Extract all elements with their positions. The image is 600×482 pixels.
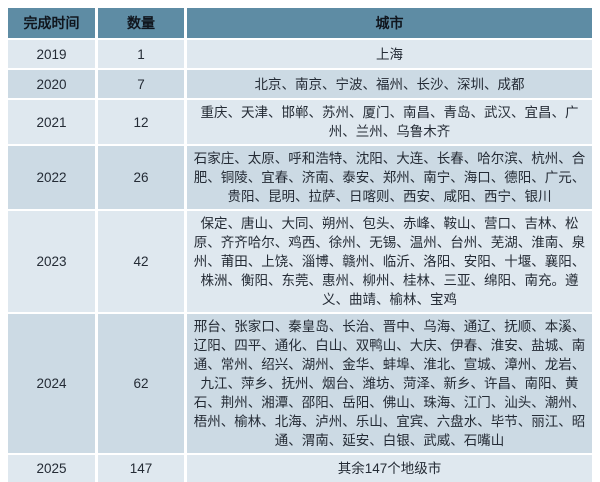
completion-schedule-table: 完成时间 数量 城市 2019 1 上海 2020 7 北京、南京、宁波、福州、…: [8, 8, 592, 482]
count-cell: 7: [98, 70, 184, 98]
cities-cell: 保定、唐山、大同、朔州、包头、赤峰、鞍山、营口、吉林、松原、齐齐哈尔、鸡西、徐州…: [187, 211, 592, 312]
header-cell-count: 数量: [98, 8, 184, 38]
cities-cell: 其余147个地级市: [187, 455, 592, 482]
year-cell: 2019: [8, 40, 95, 68]
table-header-row: 完成时间 数量 城市: [8, 8, 592, 38]
count-cell: 26: [98, 146, 184, 209]
cities-cell: 邢台、张家口、秦皇岛、长治、晋中、乌海、通辽、抚顺、本溪、辽阳、四平、通化、白山…: [187, 314, 592, 453]
count-cell: 62: [98, 314, 184, 453]
table-row-2020: 2020 7 北京、南京、宁波、福州、长沙、深圳、成都: [8, 70, 592, 98]
table-row-2019: 2019 1 上海: [8, 40, 592, 68]
table-row-2021: 2021 12 重庆、天津、邯郸、苏州、厦门、南昌、青岛、武汉、宜昌、广州、兰州…: [8, 100, 592, 144]
year-cell: 2024: [8, 314, 95, 453]
count-cell: 1: [98, 40, 184, 68]
year-cell: 2025: [8, 455, 95, 482]
count-cell: 12: [98, 100, 184, 144]
count-cell: 147: [98, 455, 184, 482]
table-row-2023: 2023 42 保定、唐山、大同、朔州、包头、赤峰、鞍山、营口、吉林、松原、齐齐…: [8, 211, 592, 312]
table-row-2024: 2024 62 邢台、张家口、秦皇岛、长治、晋中、乌海、通辽、抚顺、本溪、辽阳、…: [8, 314, 592, 453]
cities-cell: 石家庄、太原、呼和浩特、沈阳、大连、长春、哈尔滨、杭州、合肥、铜陵、宜春、济南、…: [187, 146, 592, 209]
table-row-2025: 2025 147 其余147个地级市: [8, 455, 592, 482]
table-row-2022: 2022 26 石家庄、太原、呼和浩特、沈阳、大连、长春、哈尔滨、杭州、合肥、铜…: [8, 146, 592, 209]
header-cell-cities: 城市: [187, 8, 592, 38]
cities-cell: 北京、南京、宁波、福州、长沙、深圳、成都: [187, 70, 592, 98]
year-cell: 2022: [8, 146, 95, 209]
year-cell: 2023: [8, 211, 95, 312]
cities-cell: 上海: [187, 40, 592, 68]
year-cell: 2020: [8, 70, 95, 98]
cities-cell: 重庆、天津、邯郸、苏州、厦门、南昌、青岛、武汉、宜昌、广州、兰州、乌鲁木齐: [187, 100, 592, 144]
count-cell: 42: [98, 211, 184, 312]
year-cell: 2021: [8, 100, 95, 144]
header-cell-completion-time: 完成时间: [8, 8, 95, 38]
